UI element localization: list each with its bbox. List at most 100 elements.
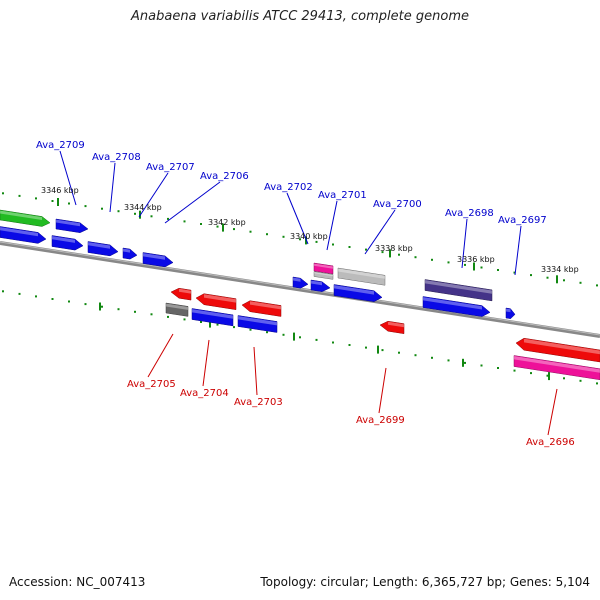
gene-label-ava-2696[interactable]: Ava_2696 [526, 437, 575, 448]
gene-label-ava-2708[interactable]: Ava_2708 [92, 152, 141, 163]
upper-scale-tick [101, 207, 103, 210]
upper-scale-tick [348, 246, 351, 248]
kbp-label-3334: 3334 kbp [541, 265, 579, 274]
upper-scale-tick [332, 243, 334, 246]
lower-scale-major-tick [377, 345, 379, 354]
gene-ava-2699[interactable] [379, 320, 405, 334]
leader-ava-2709 [59, 150, 77, 206]
leader-layer [59, 150, 558, 436]
upper-scale-tick [200, 223, 202, 225]
upper-scale-tick [282, 235, 285, 238]
upper-scale-tick [480, 266, 483, 269]
lower-scale-tick [282, 333, 285, 336]
gene-ava-2709[interactable] [55, 218, 89, 233]
lower-scale-tick [101, 305, 103, 308]
gene-ava-2696b[interactable] [513, 355, 600, 381]
gene-ava-2705-red[interactable] [170, 287, 192, 301]
upper-scale-major-tick [389, 249, 391, 258]
genome-backbone [0, 241, 600, 338]
leader-ava-2696 [547, 388, 558, 436]
leader-ava-2704 [202, 339, 210, 387]
upper-scale-tick [150, 215, 153, 218]
accession-text: Accession: NC_007413 [9, 575, 146, 589]
leader-ava-2707 [138, 172, 169, 218]
upper-scale-tick [134, 212, 136, 215]
lower-scale-major-tick [548, 372, 550, 381]
upper-scale-major-tick [473, 262, 475, 271]
gene-ava-2703[interactable] [237, 315, 278, 333]
upper-scale-tick [530, 274, 532, 277]
gene-label-ava-2707[interactable]: Ava_2707 [146, 162, 195, 173]
upper-scale-tick [35, 197, 37, 200]
upper-scale-tick [447, 261, 450, 264]
lower-scale-tick [266, 331, 268, 334]
gene-ava-2707[interactable] [87, 241, 119, 257]
lower-scale-tick [431, 356, 433, 359]
map-title: Anabaena variabilis ATCC 29413, complete… [131, 9, 469, 24]
gene-label-ava-2698[interactable]: Ava_2698 [445, 208, 494, 219]
gene-ava-2703-red[interactable] [241, 300, 282, 317]
genome-backbone-highlight [0, 241, 600, 336]
gene-grey-small[interactable] [313, 271, 334, 280]
gene-ava-2708[interactable] [51, 235, 84, 251]
kbp-label-3336: 3336 kbp [457, 255, 495, 264]
lower-scale-tick [68, 300, 70, 303]
gene-ava-2698[interactable] [424, 279, 493, 302]
lower-scale-tick [2, 290, 4, 293]
gene-ava-2698b[interactable] [422, 296, 491, 317]
lower-scale-tick [398, 351, 400, 354]
lower-scale-major-tick [99, 302, 101, 311]
gene-ava-2706a[interactable] [122, 247, 138, 260]
upper-scale-tick [381, 251, 384, 254]
gene-label-ava-2702[interactable]: Ava_2702 [264, 182, 313, 193]
lower-scale-tick [117, 308, 120, 311]
upper-scale-tick [563, 279, 565, 282]
lower-scale-tick [414, 354, 417, 357]
upper-scale-tick [596, 284, 598, 287]
gene-ava-2702[interactable] [292, 276, 309, 289]
lower-scale-major-tick [209, 319, 211, 328]
upper-scale-major-tick [222, 223, 224, 232]
lower-scale-tick [365, 346, 367, 349]
upper-scale-tick [365, 248, 367, 251]
leader-ava-2705 [147, 333, 174, 378]
gene-ava-2706[interactable] [142, 252, 174, 268]
gene-label-ava-2705[interactable]: Ava_2705 [127, 379, 176, 390]
gene-green-left[interactable] [0, 209, 51, 227]
upper-scale-tick [266, 233, 268, 236]
leader-ava-2700 [364, 209, 396, 255]
gene-blue-left[interactable] [0, 226, 47, 244]
lower-scale-tick [51, 298, 54, 300]
leader-ava-2702 [286, 192, 309, 245]
gene-magenta-small[interactable] [313, 262, 334, 275]
gene-ava-2700[interactable] [333, 284, 383, 302]
gene-label-ava-2701[interactable]: Ava_2701 [318, 190, 367, 201]
upper-scale-tick [579, 281, 582, 284]
gene-grey[interactable] [337, 267, 386, 286]
gene-ava-2704[interactable] [191, 308, 234, 327]
gene-label-ava-2709[interactable]: Ava_2709 [36, 140, 85, 151]
upper-scale-tick [2, 192, 4, 195]
upper-scale-tick [84, 205, 87, 208]
upper-scale-tick [464, 263, 466, 266]
upper-scale-major-tick [57, 198, 59, 206]
gene-ava-2704-red[interactable] [195, 293, 237, 310]
gene-ava-2705[interactable] [165, 302, 189, 317]
gene-ava-2701[interactable] [310, 279, 331, 292]
gene-label-ava-2706[interactable]: Ava_2706 [200, 171, 249, 182]
gene-ava-2696[interactable] [515, 337, 600, 363]
lower-scale-major-tick [462, 358, 464, 367]
gene-ava-2697[interactable] [505, 307, 516, 319]
leader-ava-2698 [461, 218, 468, 269]
gene-label-ava-2704[interactable]: Ava_2704 [180, 388, 229, 399]
lower-scale-tick [464, 361, 466, 364]
gene-label-ava-2703[interactable]: Ava_2703 [234, 397, 283, 408]
gene-label-ava-2699[interactable]: Ava_2699 [356, 415, 405, 426]
leader-ava-2699 [378, 367, 387, 414]
lower-scale-tick [249, 328, 252, 331]
gene-label-ava-2700[interactable]: Ava_2700 [373, 199, 422, 210]
upper-scale-tick [249, 230, 252, 233]
gene-label-ava-2697[interactable]: Ava_2697 [498, 215, 547, 226]
upper-scale-tick [546, 276, 549, 279]
